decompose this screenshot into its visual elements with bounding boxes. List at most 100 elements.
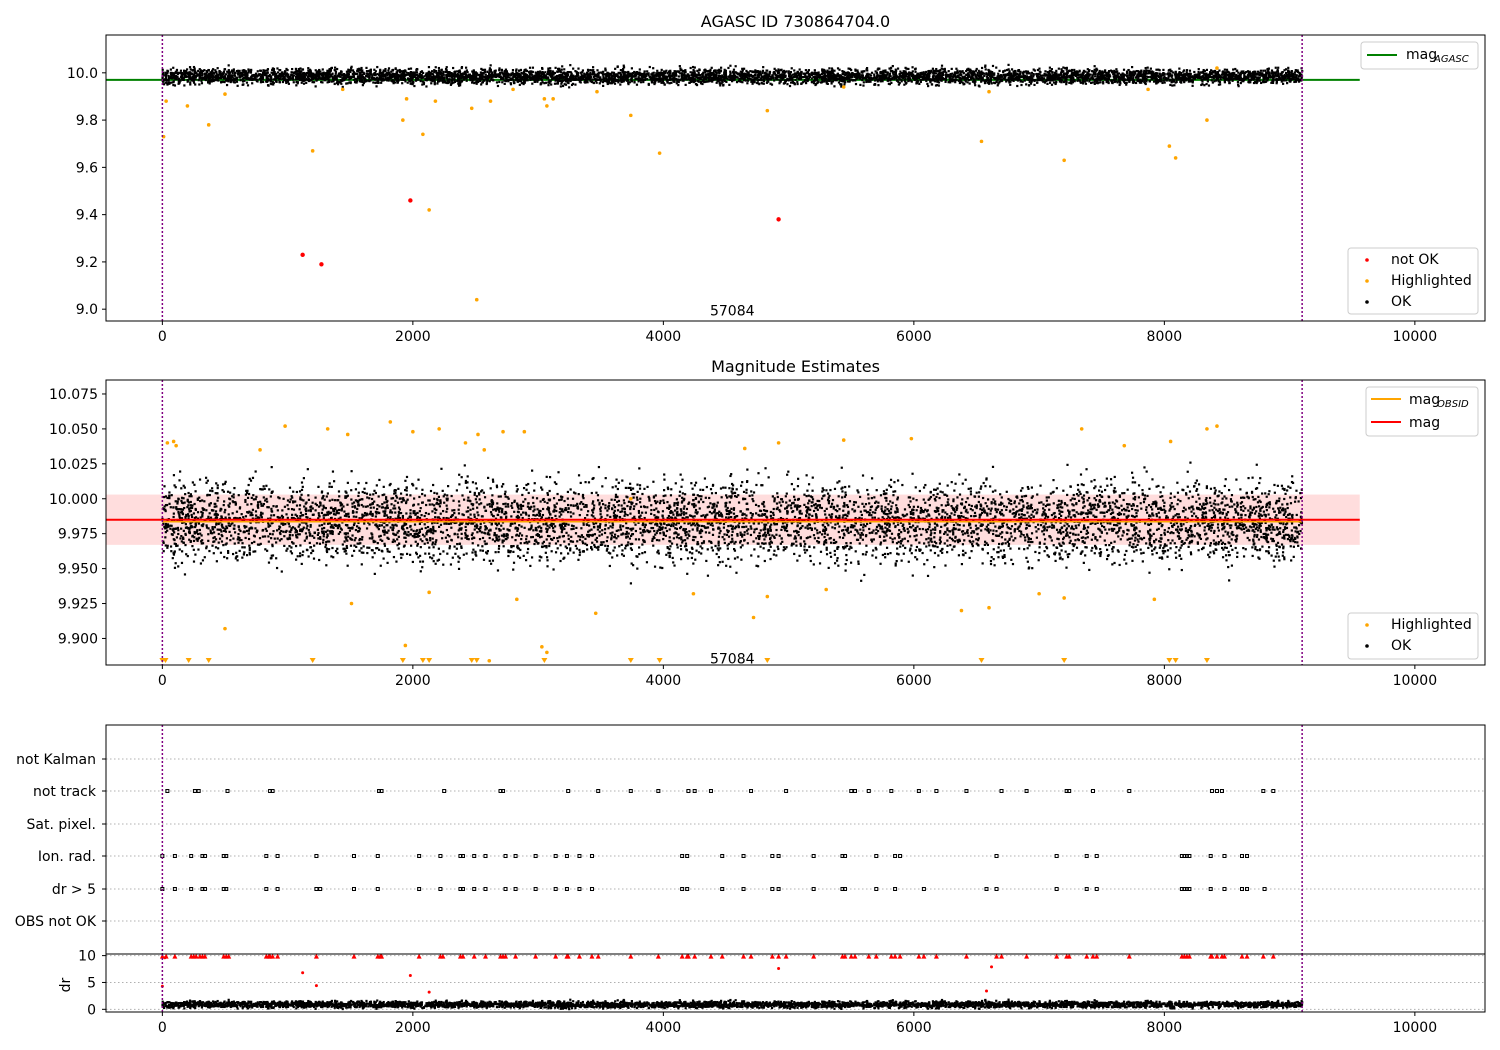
ok-point: [750, 74, 753, 78]
ok-point: [832, 72, 835, 75]
ok-point: [190, 79, 194, 82]
ok-point: [692, 73, 695, 77]
ok-point: [638, 68, 641, 71]
ok-point: [224, 75, 227, 78]
ok-point: [472, 78, 475, 81]
ok-point: [814, 78, 817, 82]
ok-point: [1096, 74, 1099, 77]
ok-point: [743, 74, 746, 78]
ok-point: [1084, 70, 1087, 73]
ok-point: [1118, 83, 1121, 87]
ok-point: [601, 81, 605, 84]
ok-point: [270, 71, 273, 74]
ok-point: [791, 78, 794, 82]
ok-point: [283, 73, 286, 76]
ok-point: [776, 70, 779, 73]
ok-point: [384, 69, 387, 73]
ok-point: [921, 75, 924, 78]
ok-point: [1193, 70, 1196, 74]
ok-point: [701, 82, 704, 86]
ok-point: [383, 74, 387, 78]
ok-point: [375, 81, 378, 84]
ok-point: [296, 72, 299, 75]
ok-point: [679, 72, 682, 75]
ok-point: [854, 69, 857, 72]
ok-point: [897, 80, 900, 83]
ok-point: [1255, 76, 1259, 79]
ok-point: [802, 72, 805, 75]
ok-point: [931, 75, 935, 78]
ok-point: [617, 71, 620, 74]
ok-point: [299, 67, 302, 70]
ok-point: [539, 70, 542, 73]
ok-point: [339, 70, 343, 73]
ok-point: [961, 75, 964, 78]
ok-point: [839, 83, 842, 86]
ok-point: [855, 77, 858, 81]
ok-point: [291, 67, 294, 71]
ok-point: [265, 80, 269, 83]
ok-point: [1162, 79, 1165, 82]
ok-point: [694, 79, 697, 82]
ok-point: [749, 70, 752, 73]
ok-point: [816, 81, 819, 85]
ok-point: [630, 80, 634, 83]
ok-point: [374, 70, 377, 73]
ok-point: [443, 79, 446, 83]
ok-point: [470, 75, 473, 78]
ok-point: [272, 71, 275, 74]
ok-point: [1139, 70, 1142, 73]
ok-point: [456, 75, 459, 78]
ok-point: [787, 75, 791, 78]
ok-point: [407, 72, 410, 75]
ok-point: [729, 70, 732, 73]
ok-point: [380, 72, 383, 75]
ok-point: [170, 74, 173, 77]
ok-point: [1144, 74, 1147, 77]
ok-point: [1048, 69, 1051, 72]
ok-point: [610, 81, 613, 85]
ok-point: [651, 74, 654, 77]
ok-point: [1177, 72, 1181, 75]
ok-point: [790, 81, 793, 84]
ok-point: [854, 82, 858, 86]
ok-point: [1061, 69, 1064, 72]
ok-point: [859, 83, 862, 86]
ok-point: [743, 67, 746, 70]
ok-point: [1148, 80, 1151, 83]
ok-point: [777, 74, 780, 77]
ok-point: [1060, 81, 1063, 84]
ok-point: [984, 64, 987, 67]
ok-point: [1287, 66, 1290, 69]
ok-point: [883, 77, 886, 81]
ok-point: [727, 66, 730, 70]
ok-point: [564, 76, 567, 79]
ok-point: [1288, 78, 1291, 81]
ok-point: [184, 69, 188, 73]
ok-point: [198, 83, 201, 86]
ok-point: [1232, 71, 1235, 75]
ok-point: [521, 78, 524, 81]
ok-point: [874, 70, 877, 73]
ok-point: [1187, 72, 1190, 76]
ok-point: [307, 77, 310, 81]
ok-point: [942, 68, 945, 71]
ok-point: [810, 77, 813, 80]
ok-point: [595, 75, 599, 78]
ok-point: [1258, 79, 1261, 82]
ok-point: [352, 70, 355, 74]
ok-point: [1217, 80, 1220, 83]
ok-point: [833, 69, 836, 72]
ok-point: [558, 77, 562, 80]
ok-point: [596, 69, 599, 72]
ok-point: [1252, 77, 1256, 80]
ok-point: [548, 81, 551, 85]
ok-point: [547, 77, 550, 80]
ok-point: [975, 67, 978, 71]
ok-point: [503, 82, 506, 85]
ok-point: [564, 80, 567, 83]
ok-point: [1102, 80, 1105, 84]
ok-point: [1243, 71, 1247, 75]
ok-point: [903, 74, 906, 77]
ok-point: [670, 81, 673, 84]
